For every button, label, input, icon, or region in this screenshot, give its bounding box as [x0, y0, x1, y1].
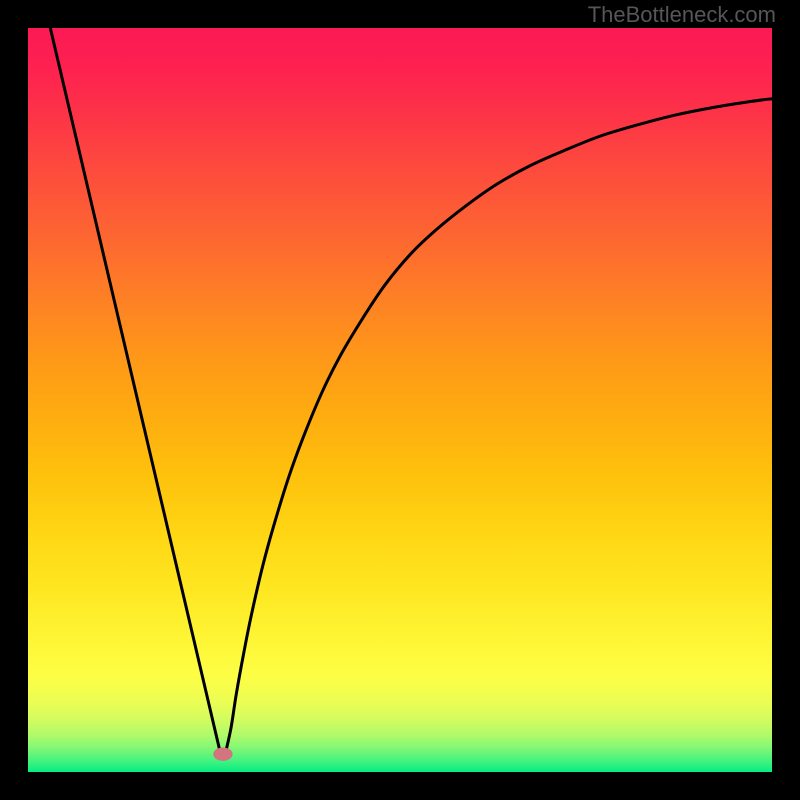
gradient-background	[28, 28, 772, 772]
plot-area	[28, 28, 772, 772]
chart-frame: TheBottleneck.com	[0, 0, 800, 800]
minimum-marker	[213, 747, 232, 760]
watermark-text: TheBottleneck.com	[588, 2, 776, 28]
bottleneck-chart-svg	[28, 28, 772, 772]
